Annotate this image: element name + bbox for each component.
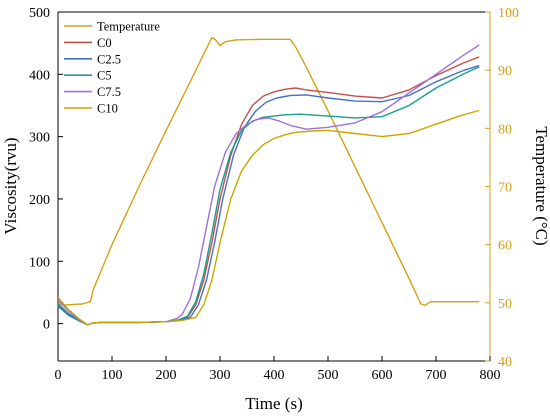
y2-tick-label: 40 <box>498 355 512 370</box>
legend-label: Temperature <box>97 20 160 34</box>
series-line-temperature <box>57 36 480 306</box>
plot-frame <box>57 11 491 362</box>
series-line-c7-5 <box>57 44 480 326</box>
y2-tick-label: 100 <box>498 6 519 21</box>
series-line-c5 <box>57 66 480 326</box>
x-tick-label: 0 <box>55 368 62 383</box>
x-tick-label: 600 <box>372 368 393 383</box>
series-line-c2-5 <box>57 64 480 326</box>
y-tick-label: 200 <box>29 193 50 208</box>
y2-tick-label: 80 <box>498 122 512 137</box>
y-axis-ticks: 0 100 200 300 400 500 <box>29 6 63 333</box>
y-tick-label: 400 <box>29 68 50 83</box>
y2-tick-label: 60 <box>498 239 512 254</box>
y2-tick-label: 50 <box>498 297 512 312</box>
x-tick-label: 800 <box>480 368 501 383</box>
y2-axis-ticks: 40 50 60 70 80 90 100 <box>485 6 519 370</box>
x-axis-title: Time (s) <box>245 394 302 413</box>
y-tick-label: 300 <box>29 131 50 146</box>
x-tick-label: 200 <box>156 368 177 383</box>
y-axis-title: Viscosity(rvu) <box>1 137 20 234</box>
legend-label: C7.5 <box>97 85 121 99</box>
legend-label: C0 <box>97 36 112 50</box>
y2-tick-label: 90 <box>498 64 512 79</box>
series-layer <box>57 36 480 326</box>
y-tick-label: 0 <box>43 318 50 333</box>
x-axis-ticks: 0 100 200 300 400 500 600 700 800 <box>55 356 501 383</box>
y2-axis-title: Temperature (°C) <box>532 126 550 245</box>
legend-label: C2.5 <box>97 52 121 66</box>
legend-label: C10 <box>97 102 118 116</box>
legend-label: C5 <box>97 69 112 83</box>
x-tick-label: 400 <box>264 368 285 383</box>
series-line-c0 <box>57 56 480 326</box>
x-tick-label: 500 <box>318 368 339 383</box>
x-tick-label: 100 <box>102 368 123 383</box>
x-tick-label: 300 <box>210 368 231 383</box>
series-line-c10 <box>57 109 480 326</box>
y-tick-label: 500 <box>29 6 50 21</box>
y2-tick-label: 70 <box>498 181 512 196</box>
legend: Temperature C0 C2.5 C5 C7.5 C10 <box>64 20 160 116</box>
y-tick-label: 100 <box>29 255 50 270</box>
x-tick-label: 700 <box>426 368 447 383</box>
